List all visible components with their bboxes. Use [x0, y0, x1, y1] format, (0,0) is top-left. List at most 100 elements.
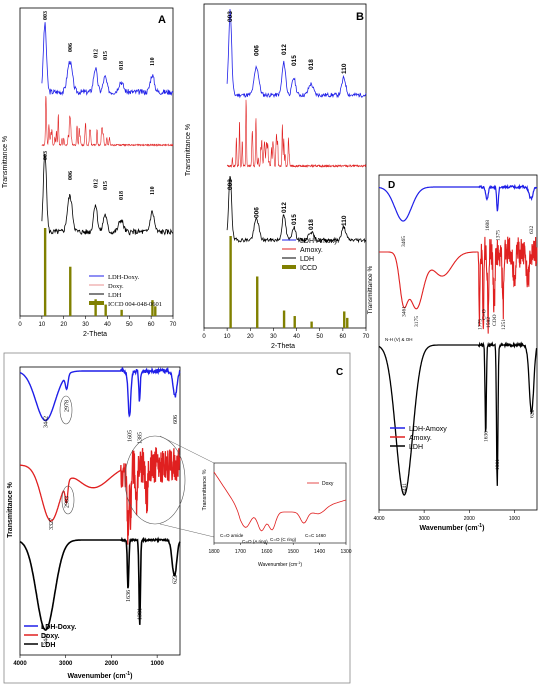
curve-ldh-doxy — [41, 22, 174, 97]
panel-d-band-amoxy-COO: COO — [492, 314, 498, 326]
panel-b-peak-bot-110: 110 — [341, 215, 348, 226]
panel-b-xtick-label-0: 0 — [202, 334, 206, 340]
legend-label-amoxy-d: Amoxy. — [409, 435, 432, 442]
panel-a-peak-top-012: 012 — [93, 49, 99, 58]
curve-ldh-c — [19, 536, 181, 631]
legend-label-ldh-amoxy-d: LDH-Amoxy — [409, 426, 447, 433]
panel-a: A 0 10 20 30 40 50 60 70 2-Theta Transmittance … — [2, 7, 177, 338]
panel-d-band-ldh_amoxy-1608: 1608 — [485, 220, 491, 231]
panel-d-band-ldh-3441: 3441 — [402, 483, 408, 494]
panel-d-band-ldh_amoxy-632: 632 — [529, 226, 535, 235]
panel-a-xtick-label-0: 0 — [18, 322, 22, 328]
panel-b-peak-bot-006: 006 — [254, 207, 261, 218]
panel-a-peak-bot-015: 015 — [103, 181, 109, 190]
panel-c-xtick-label-2000: 2000 — [105, 661, 119, 667]
curve-ldh-amoxy — [226, 9, 367, 99]
panel-b-xtick-label-10: 10 — [224, 334, 231, 340]
inset-xtick-label-1600: 1600 — [261, 549, 272, 555]
panel-b-xtick-label-20: 20 — [247, 334, 254, 340]
panel-c-band-ldh_doxy-1605: 1605 — [127, 430, 133, 442]
inset-legend-label: Doxy — [322, 481, 334, 487]
panel-a-xtick-label-30: 30 — [82, 322, 89, 328]
legend-label-iccd: ICCD 004-048-0601 — [108, 301, 162, 308]
panel-c: C Transmittance % 4000 3000 2000 1000 Waven… — [3, 352, 352, 684]
panel-b-legend: LDH-Amoxy. Amoxy. LDH ICCD — [282, 238, 339, 272]
panel-d-legend: LDH-Amoxy Amoxy. LDH — [390, 426, 447, 451]
panel-a-xtick-label-20: 20 — [60, 322, 67, 328]
curve-ldh-d — [378, 341, 538, 496]
panel-c-band-doxy-2983: 2983 — [64, 496, 70, 508]
legend-label-iccd-b: ICCD — [300, 265, 317, 272]
panel-d-band-amoxy-1251: 1251 — [501, 319, 507, 330]
curve-amoxy-d — [379, 236, 538, 334]
panel-b-peak-top-006: 006 — [254, 45, 261, 56]
ref-bar-2 — [94, 299, 97, 316]
inset-curve-doxy — [213, 471, 347, 532]
panel-b-xtick-label-70: 70 — [363, 334, 370, 340]
panel-c-letter: C — [336, 367, 343, 378]
panel-d-band-amoxy-1582: 1582 — [486, 317, 492, 328]
inset-xtick-label-1400: 1400 — [314, 549, 325, 555]
panel-a-peak-bot-110: 110 — [150, 186, 156, 195]
panel-d-band-ldh-1636: 1636 — [484, 431, 490, 442]
curve-doxy — [41, 96, 174, 147]
panel-b-ylabel: Transmittance % — [185, 124, 192, 176]
inset-xtick-label-1800: 1800 — [208, 549, 219, 555]
highlight-ellipse-ldh-doxy — [59, 395, 73, 425]
panel-c-outer-frame — [3, 352, 351, 684]
legend-label-ldh: LDH — [108, 292, 122, 299]
legend-label-ldh-d: LDH — [409, 444, 423, 451]
panel-d-xtick-label-1000: 1000 — [509, 516, 520, 522]
panel-d-band-amoxy-3461: 3461 — [401, 306, 407, 317]
panel-d-xlabel: Wavenumber (cm-1) — [420, 523, 485, 532]
panel-a-peak-top-110: 110 — [150, 57, 156, 66]
panel-a-legend: LDH-Doxy. Doxy. LDH ICCD 004-048-0601 — [89, 274, 162, 308]
inset-annotation-amide: C=O amide — [220, 533, 244, 538]
panel-b-peak-top-012: 012 — [281, 44, 288, 55]
panel-a-xtick-label-40: 40 — [104, 322, 111, 328]
panel-c-ylabel: Transmittance % — [7, 481, 14, 537]
panel-d-band-ldh_amoxy-1375: 1375 — [496, 230, 502, 241]
panel-c-band-ldh-3441: 3441 — [44, 633, 50, 645]
panel-c-band-ldh_doxy-1385: 1385 — [138, 432, 144, 444]
panel-d-band-ldh_amoxy-3465: 3465 — [401, 236, 407, 247]
panel-d-ylabel: Transmittance % — [367, 266, 374, 315]
panel-a-peak-bot-018: 018 — [119, 191, 125, 200]
panel-d-xtick-label-4000: 4000 — [373, 516, 384, 522]
ref-bar-b-1 — [256, 276, 259, 328]
legend-label-amoxy: Amoxy. — [300, 247, 323, 254]
panel-b: B 0 10 20 30 40 50 60 70 2-Theta Transmittance … — [185, 3, 370, 350]
panel-a-peak-bot-003: 003 — [43, 151, 49, 160]
panel-c-legend: LDH-Doxy. Doxy. LDH — [24, 624, 76, 649]
curve-ldh — [41, 153, 174, 236]
panel-b-peak-bot-012: 012 — [281, 202, 288, 213]
panel-a-xtick-label-60: 60 — [148, 322, 155, 328]
ref-bar-b-6 — [346, 317, 349, 328]
panel-d-xtick-label-2000: 2000 — [464, 516, 475, 522]
legend-label-ldh-amoxy: LDH-Amoxy. — [300, 238, 339, 245]
ref-bar-b-4 — [310, 321, 313, 328]
panel-a-peak-top-018: 018 — [119, 61, 125, 70]
zoom-connector-top — [159, 435, 215, 464]
curve-ldh-amoxy-d — [378, 183, 538, 222]
ref-bar-b-5 — [343, 311, 346, 328]
panel-a-xtick-label-10: 10 — [39, 322, 46, 328]
legend-swatch-iccd — [89, 301, 104, 305]
ref-bar-4 — [120, 309, 123, 316]
panel-a-peak-bot-012: 012 — [93, 179, 99, 188]
panel-c-xtick-label-3000: 3000 — [59, 661, 73, 667]
inset-frame — [213, 462, 347, 544]
panel-c-band-ldh_doxy-606: 606 — [173, 415, 179, 424]
panel-b-letter: B — [356, 11, 364, 23]
ref-bar-3 — [104, 304, 107, 316]
panel-d-band-ldh-622: 622 — [529, 410, 535, 419]
panel-b-peak-top-003: 003 — [227, 11, 234, 22]
panel-b-peak-top-110: 110 — [341, 63, 348, 74]
panel-b-peak-top-018: 018 — [308, 59, 315, 70]
curve-doxy-c — [20, 447, 181, 545]
inset-annotation-a-ring: C=O (A ring) — [242, 539, 268, 544]
inset-annotation-c-ring: C=O (C ring) — [270, 537, 297, 542]
panel-a-letter: A — [158, 14, 166, 26]
panel-c-band-ldh-1636: 1636 — [126, 590, 132, 602]
panel-a-xtick-label-70: 70 — [170, 322, 177, 328]
